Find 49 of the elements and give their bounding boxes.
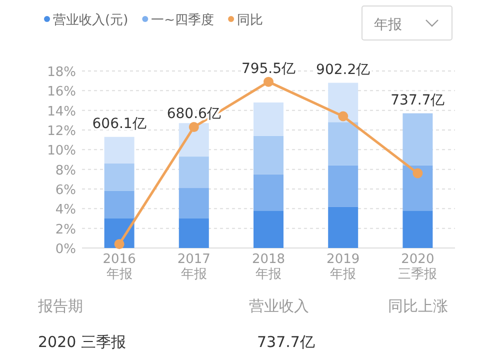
x-tick-label: 2019 年报 [326, 252, 360, 282]
legend-label: 一~四季度 [151, 12, 214, 28]
y-tick-label: 10% [47, 144, 76, 159]
point [264, 76, 274, 87]
bar [328, 122, 358, 166]
text: 2020 三季报 [38, 333, 126, 351]
text: 同比上涨 [388, 297, 448, 315]
annotation: 795.5亿 [241, 60, 296, 77]
bar [104, 136, 134, 164]
bar [328, 165, 358, 207]
legend-label: 同比 [237, 13, 264, 28]
bar [178, 156, 209, 188]
text: 营业收入 [249, 297, 309, 315]
point [412, 168, 423, 178]
x-tick-label: 2017 年报 [177, 252, 210, 282]
y-tick-label: 4% [55, 202, 76, 218]
bar [402, 165, 433, 211]
x-tick-label: 2020 三季报 [398, 252, 438, 282]
bar [402, 210, 433, 248]
y-tick-label: 12% [47, 124, 76, 139]
bar [254, 174, 284, 211]
point [188, 122, 199, 132]
y-tick-label: 14% [47, 104, 76, 120]
bar [178, 188, 209, 218]
y-tick-label: 0% [55, 242, 76, 257]
x-tick-label: 2018 年报 [252, 252, 286, 282]
bar [254, 136, 284, 174]
y-tick-label: 6% [55, 183, 76, 198]
point [338, 111, 348, 122]
bar [402, 113, 433, 166]
y-tick-label: 16% [47, 84, 76, 100]
bar [104, 163, 134, 191]
y-tick-label: 2% [55, 222, 76, 238]
bar [328, 206, 358, 248]
point [114, 239, 124, 250]
x-tick-label: 2016 年报 [102, 252, 136, 282]
bar [254, 102, 284, 136]
text: 年报 [374, 17, 402, 33]
legend-label: 营业收入(元) [53, 13, 128, 28]
y-tick-label: 8% [55, 163, 76, 178]
y-tick-label: 18% [47, 65, 76, 80]
bar [104, 190, 134, 218]
text: 737.7亿 [257, 333, 315, 351]
annotation: 737.7亿 [390, 92, 445, 108]
bar [178, 218, 209, 248]
bar [254, 210, 284, 248]
annotation: 902.2亿 [316, 62, 370, 78]
annotation: 606.1亿 [92, 116, 146, 132]
text: 报告期 [37, 297, 83, 315]
